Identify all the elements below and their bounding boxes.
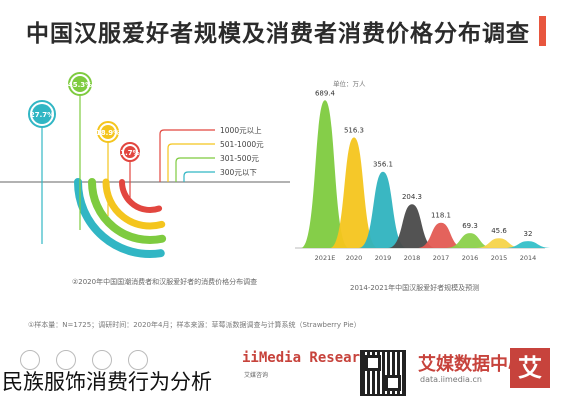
radial-chart-caption: ②2020年中国国潮消费者和汉服爱好者的消费价格分布调查 bbox=[72, 278, 258, 286]
unit-label: 单位：万人 bbox=[333, 79, 366, 88]
overlay-caption: 民族服饰消费行为分析 bbox=[2, 370, 212, 394]
value-bubble-fill bbox=[72, 76, 88, 92]
area-peak bbox=[446, 233, 494, 248]
x-tick-label: 2020 bbox=[346, 254, 363, 262]
area-peak bbox=[330, 137, 378, 248]
area-peak bbox=[359, 171, 407, 248]
x-tick-label: 2016 bbox=[462, 254, 479, 262]
value-label: 45.3% bbox=[68, 81, 92, 89]
area-chart-caption: 2014-2021年中国汉服爱好者规模及预测 bbox=[350, 284, 480, 292]
value-label: 27.7% bbox=[30, 111, 54, 119]
x-tick-label: 2019 bbox=[375, 254, 392, 262]
area-peak bbox=[301, 100, 349, 249]
radial-bar-chart: 27.7% 45.3% 18.9% 1.7% 1000元以上 501-1000元 301-5… bbox=[0, 72, 290, 258]
legend-leader bbox=[183, 171, 215, 182]
legend-label: 300元以下 bbox=[220, 168, 257, 177]
legend-label: 501-1000元 bbox=[220, 140, 264, 149]
area-peak bbox=[504, 241, 550, 248]
circle-icon bbox=[20, 350, 40, 370]
data-label: 118.1 bbox=[431, 212, 451, 220]
legend-leader bbox=[159, 129, 215, 182]
data-label: 32 bbox=[524, 230, 533, 238]
circle-icon bbox=[128, 350, 148, 370]
legend-label: 1000元以上 bbox=[220, 126, 262, 135]
title-accent-bar bbox=[539, 16, 546, 46]
x-tick-label: 2014 bbox=[520, 254, 537, 262]
value-bubble-fill bbox=[101, 125, 115, 139]
brand-name: 艾媒数据中心 bbox=[418, 354, 526, 375]
data-label: 516.3 bbox=[344, 126, 364, 134]
data-label: 69.3 bbox=[462, 222, 478, 230]
footer-note: ①样本量：N=1725；调研时间：2020年4月；样本来源：草莓派数据调查与计算… bbox=[28, 321, 361, 329]
ring-arc bbox=[102, 178, 166, 230]
x-tick-label: 2017 bbox=[433, 254, 450, 262]
legend-leader bbox=[175, 157, 215, 182]
ring-arc bbox=[119, 179, 163, 213]
brand-url: data.iimedia.cn bbox=[420, 375, 482, 384]
data-label: 45.6 bbox=[491, 227, 507, 235]
x-tick-label: 2015 bbox=[491, 254, 508, 262]
value-bubble-fill bbox=[124, 146, 136, 158]
circle-icon bbox=[92, 350, 112, 370]
brand-logo-icon: 艾 bbox=[510, 348, 550, 388]
iimedia-logo-sub: 艾媒咨询 bbox=[244, 372, 269, 379]
legend-leader bbox=[167, 143, 215, 182]
legend-label: 301-500元 bbox=[220, 154, 259, 163]
value-label: 18.9% bbox=[96, 129, 120, 137]
qr-code-icon bbox=[360, 350, 406, 396]
footer-icons bbox=[20, 350, 164, 374]
value-label: 1.7% bbox=[120, 149, 139, 157]
x-tick-label: 2018 bbox=[404, 254, 421, 262]
value-bubble-fill bbox=[32, 104, 52, 124]
data-label: 204.3 bbox=[402, 193, 422, 201]
area-peak bbox=[417, 222, 465, 248]
x-tick-label: 2021E bbox=[315, 254, 336, 262]
ring-arc bbox=[88, 178, 167, 244]
area-peak bbox=[475, 238, 523, 248]
area-peak bbox=[388, 204, 436, 248]
circle-icon bbox=[56, 350, 76, 370]
data-label: 689.4 bbox=[315, 89, 336, 97]
data-label: 356.1 bbox=[373, 161, 393, 169]
iimedia-logo: iiMedia Research bbox=[242, 350, 377, 366]
page-title: 中国汉服爱好者规模及消费者消费价格分布调查 bbox=[26, 21, 530, 47]
